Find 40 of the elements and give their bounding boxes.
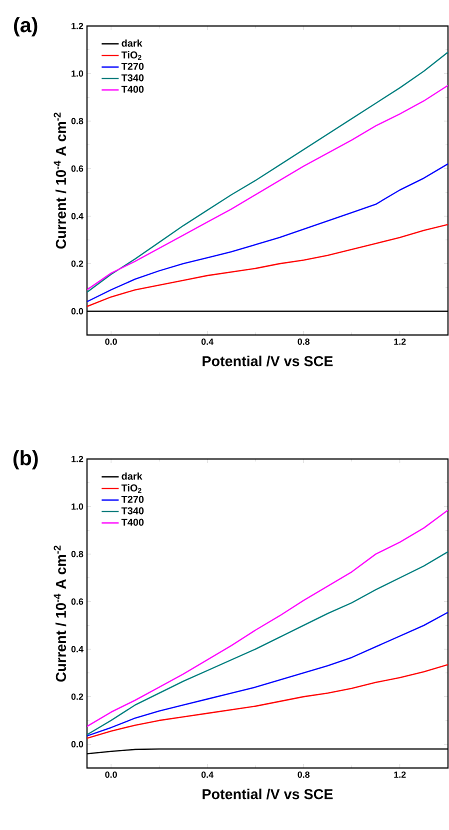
legend-label: T340 — [121, 507, 144, 514]
x-tick-label: 0.8 — [298, 772, 310, 778]
legend-label: T270 — [121, 62, 144, 70]
x-tick-label: 0.4 — [201, 772, 214, 778]
y-tick-label: 1.0 — [72, 503, 84, 510]
y-tick-label: 0.0 — [71, 741, 84, 748]
x-tick-label: 0.8 — [298, 338, 310, 345]
legend-label: T340 — [121, 74, 144, 82]
x-tick-label: 0.0 — [105, 772, 117, 778]
y-tick-label: 1.2 — [72, 456, 84, 462]
legend-label: TiO$_{2}$ — [121, 51, 142, 60]
y-tick-label: 0.4 — [71, 646, 84, 652]
y-tick-label: 0.0 — [71, 308, 84, 314]
y-tick-label: 0.8 — [71, 550, 84, 558]
y-tick-label: 1.2 — [72, 22, 84, 30]
legend-label: TiO$_{2}$ — [121, 484, 142, 493]
chart-title: (a) — [14, 17, 38, 36]
y-tick-label: 0.8 — [71, 118, 84, 124]
legend-label: T270 — [121, 496, 144, 503]
y-tick-label: 0.6 — [71, 165, 84, 172]
chart-title: (b) — [13, 450, 38, 470]
x-axis-title: Potential /V vs SCE — [202, 356, 333, 366]
legend-label: dark — [122, 39, 142, 47]
x-tick-label: 0.0 — [105, 338, 117, 345]
legend-label: dark — [122, 472, 142, 480]
line-series — [87, 612, 448, 737]
x-tick-label: 1.2 — [394, 772, 406, 778]
y-tick-label: 0.2 — [71, 694, 84, 700]
y-tick-label: 0.4 — [71, 212, 84, 220]
y-tick-label: 1.0 — [72, 70, 84, 77]
y-tick-label: 0.6 — [71, 598, 84, 605]
y-axis-title: Current / 10$^{-4}$ A cm$^{-2}$ — [54, 546, 66, 682]
y-axis-title: Current / 10$^{-4}$ A cm$^{-2}$ — [54, 112, 66, 249]
y-tick-label: 0.2 — [71, 260, 84, 267]
legend-label: T400 — [121, 518, 144, 526]
x-tick-label: 1.2 — [394, 338, 406, 345]
x-tick-label: 0.4 — [201, 338, 214, 345]
legend-label: T400 — [121, 86, 144, 93]
x-axis-title: Potential /V vs SCE — [202, 788, 333, 800]
line-series — [87, 551, 448, 736]
